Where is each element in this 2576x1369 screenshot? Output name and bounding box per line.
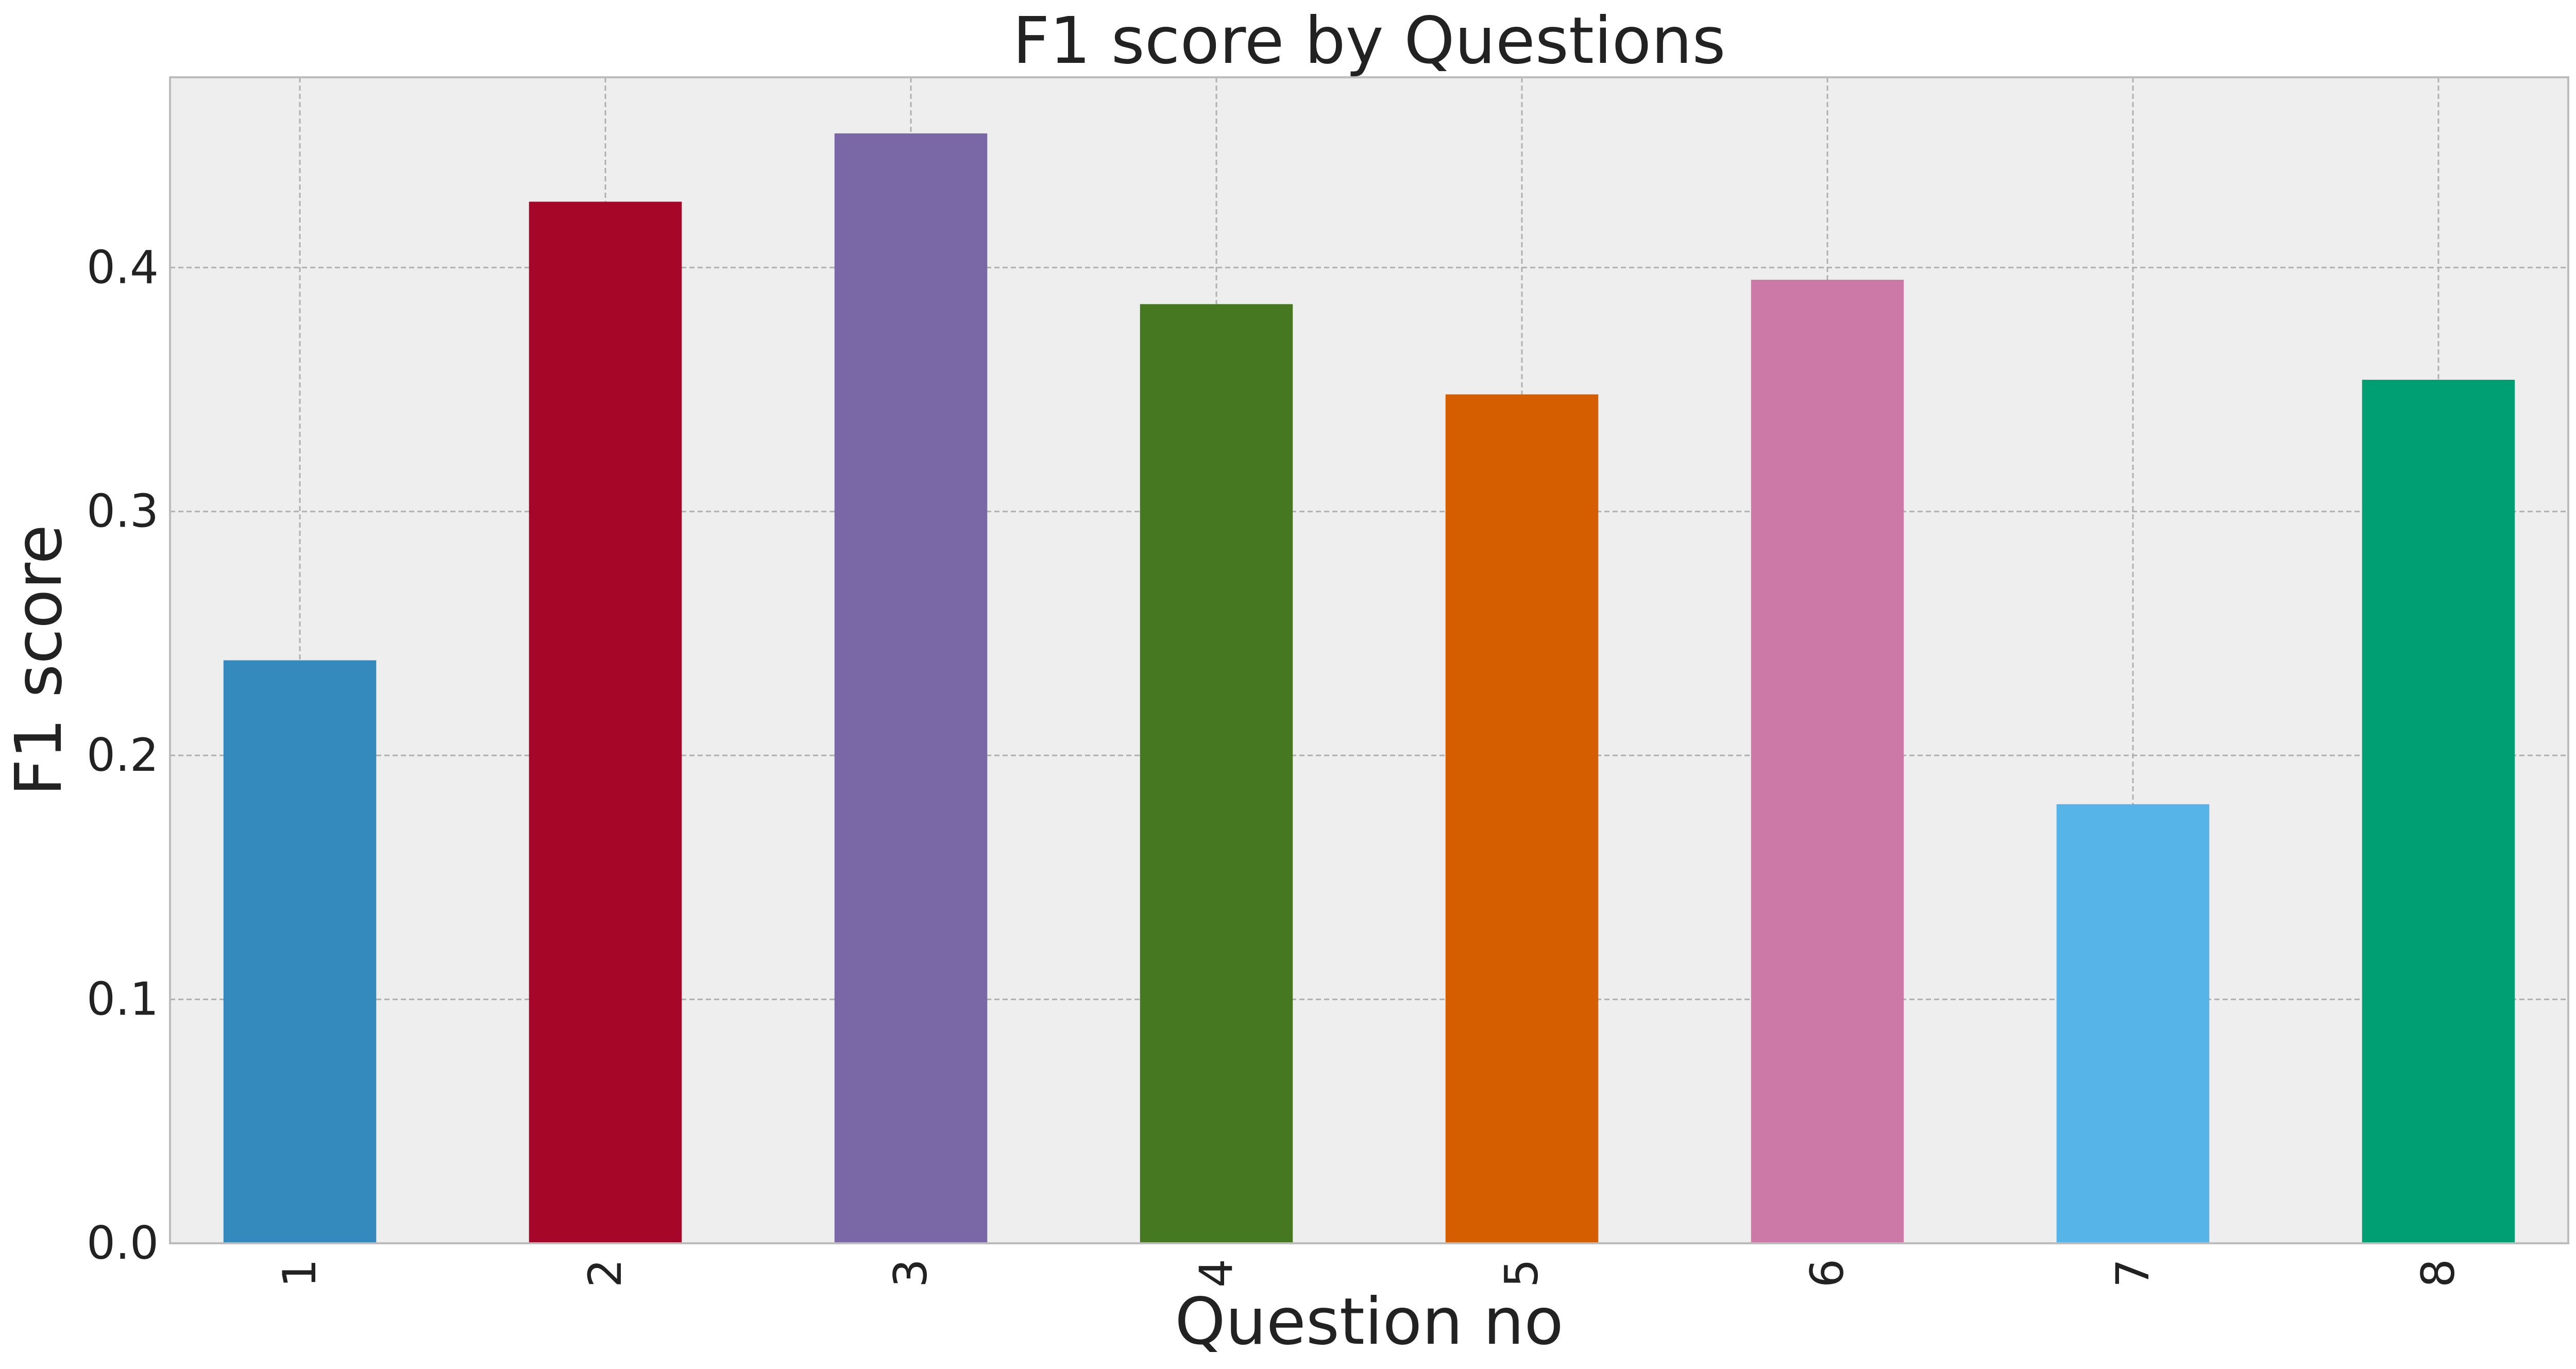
- bar-2: [529, 201, 682, 1243]
- y-tick-label: 0.0: [87, 1216, 159, 1270]
- x-tick-label: 2: [579, 1259, 632, 1288]
- chart-title: F1 score by Questions: [1012, 4, 1725, 78]
- plot-frame: [169, 76, 2569, 1244]
- x-tick-label: 5: [1495, 1259, 1548, 1288]
- x-tick-label: 3: [884, 1259, 937, 1288]
- x-axis-label: Question no: [1175, 1285, 1564, 1359]
- bar-1: [223, 660, 377, 1243]
- x-tick-label: 8: [2412, 1259, 2465, 1288]
- x-tick-label: 6: [1801, 1259, 1854, 1288]
- x-tick-label: 7: [2106, 1259, 2159, 1288]
- x-tick-label: 4: [1190, 1259, 1243, 1288]
- y-tick-label: 0.3: [87, 485, 159, 538]
- bar-5: [1445, 394, 1599, 1244]
- bars: [223, 133, 2515, 1244]
- x-tick-label: 1: [273, 1259, 326, 1288]
- bar-7: [2056, 804, 2210, 1243]
- y-axis-label: F1 score: [2, 525, 76, 796]
- bar-3: [834, 133, 988, 1243]
- x-tick-labels: 1 2 3 4 5 6 7 8: [273, 1259, 2465, 1288]
- y-tick-label: 0.4: [87, 241, 159, 294]
- bar-6: [1751, 279, 1904, 1243]
- y-tick-label: 0.2: [87, 729, 159, 782]
- y-tick-labels: 0.0 0.1 0.2 0.3 0.4: [87, 241, 159, 1270]
- bar-4: [1140, 304, 1293, 1243]
- y-tick-label: 0.1: [87, 973, 159, 1026]
- bar-8: [2362, 380, 2515, 1243]
